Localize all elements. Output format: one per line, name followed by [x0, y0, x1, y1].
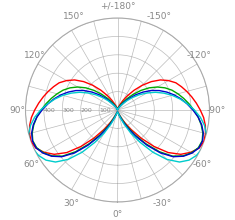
Text: 30°: 30°: [63, 200, 79, 209]
Text: 400: 400: [44, 108, 56, 112]
Text: 200: 200: [81, 108, 92, 112]
Text: -30°: -30°: [153, 200, 172, 209]
Text: 90°: 90°: [9, 106, 25, 114]
Text: -120°: -120°: [187, 51, 212, 60]
Text: -60°: -60°: [192, 160, 212, 169]
Text: 120°: 120°: [24, 51, 45, 60]
Text: 60°: 60°: [24, 160, 39, 169]
Text: 150°: 150°: [63, 11, 85, 20]
Text: 300: 300: [62, 108, 74, 112]
Text: +/-180°: +/-180°: [100, 2, 135, 11]
Text: -150°: -150°: [147, 11, 172, 20]
Text: 100: 100: [99, 108, 111, 112]
Text: 0°: 0°: [112, 209, 123, 218]
Text: -90°: -90°: [207, 106, 226, 114]
